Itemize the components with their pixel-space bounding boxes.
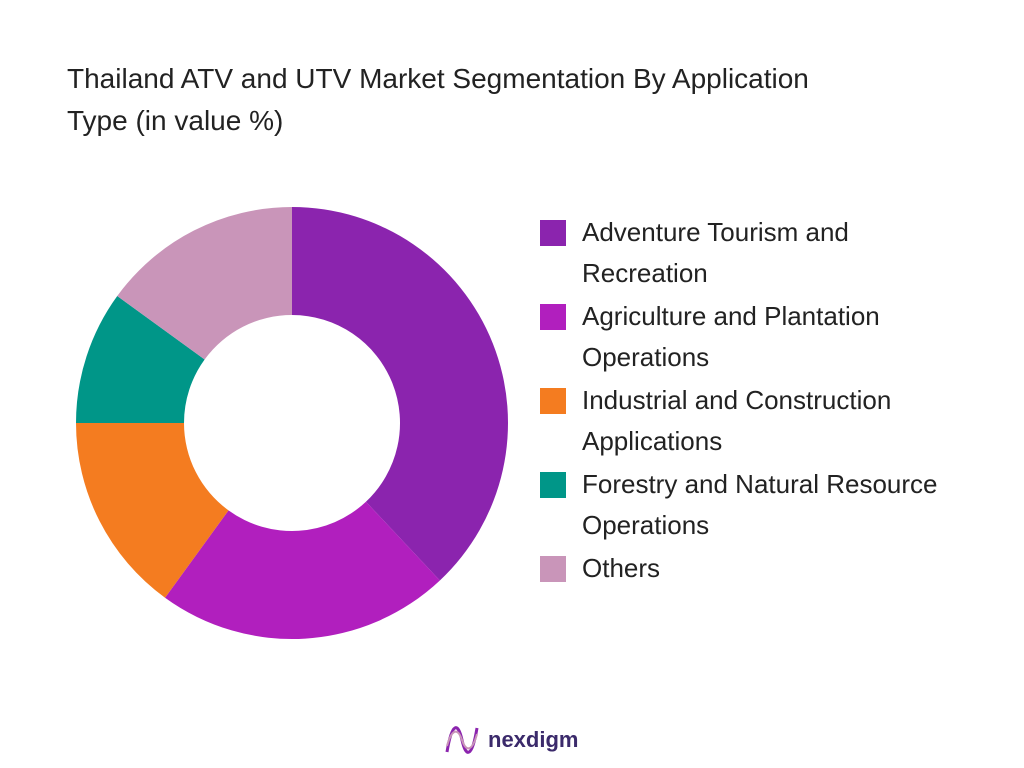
donut-slice — [76, 423, 229, 598]
donut-slice — [292, 207, 508, 581]
donut-slice — [76, 296, 205, 423]
donut-slice — [117, 207, 293, 360]
donut-slice — [165, 501, 440, 640]
legend: Adventure Tourism and Recreation Agricult… — [540, 212, 1010, 591]
legend-label: Forestry and Natural Resource Operations — [582, 469, 938, 540]
legend-swatch — [540, 220, 566, 246]
legend-item: Forestry and Natural Resource Operations — [540, 464, 1010, 546]
legend-swatch — [540, 304, 566, 330]
legend-label: Agriculture and Plantation Operations — [582, 301, 880, 372]
chart-title: Thailand ATV and UTV Market Segmentation… — [67, 63, 809, 136]
logo: nexdigm — [444, 722, 578, 758]
legend-swatch — [540, 472, 566, 498]
legend-label: Others — [582, 553, 661, 583]
legend-item: Industrial and Construction Applications — [540, 380, 1010, 462]
donut-chart — [76, 207, 508, 640]
legend-item: Adventure Tourism and Recreation — [540, 212, 1010, 294]
logo-text: nexdigm — [488, 727, 579, 752]
legend-swatch — [540, 556, 566, 582]
legend-label: Industrial and Construction Applications — [582, 385, 892, 456]
logo-icon — [445, 726, 479, 754]
legend-item: Agriculture and Plantation Operations — [540, 296, 1010, 378]
legend-item: Others — [540, 548, 1010, 589]
legend-swatch — [540, 388, 566, 414]
legend-label: Adventure Tourism and Recreation — [582, 217, 849, 288]
